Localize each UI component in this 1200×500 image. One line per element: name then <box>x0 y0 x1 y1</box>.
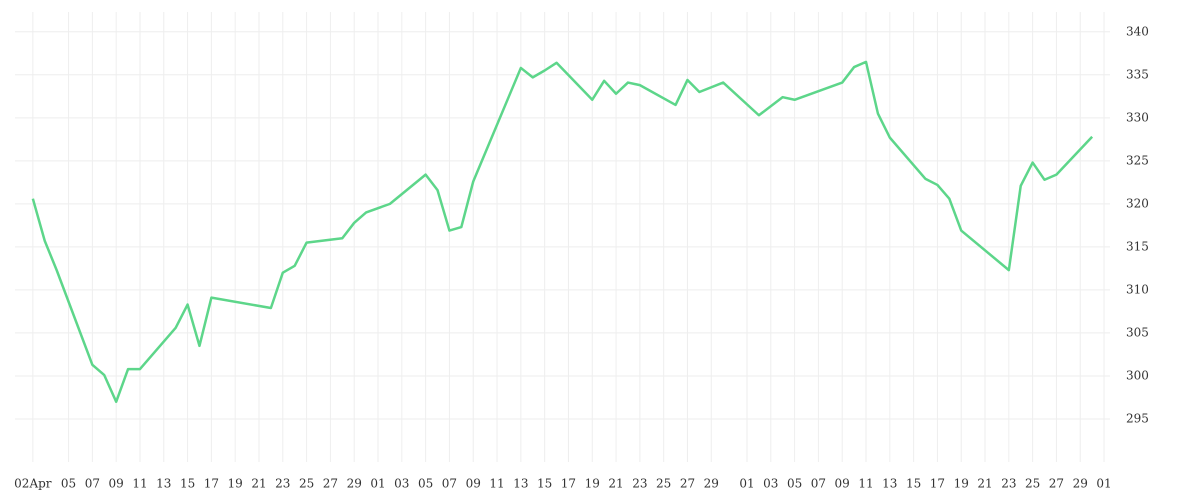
y-tick-label: 300 <box>1126 368 1149 382</box>
x-tick-label: 03 <box>763 477 778 491</box>
x-tick-label: 01 <box>739 477 754 491</box>
x-tick-label: 03 <box>394 477 409 491</box>
x-tick-label: 17 <box>561 477 576 491</box>
x-tick-label: 23 <box>632 477 647 491</box>
x-tick-label: 15 <box>180 477 195 491</box>
x-tick-label: 05 <box>61 477 76 491</box>
x-tick-label: 25 <box>299 477 314 491</box>
x-tick-label: 15 <box>537 477 552 491</box>
x-tick-label: 19 <box>954 477 969 491</box>
x-tick-label: 09 <box>466 477 481 491</box>
y-tick-label: 335 <box>1126 67 1149 81</box>
y-tick-label: 330 <box>1126 110 1149 124</box>
x-tick-label: 29 <box>347 477 362 491</box>
x-tick-label: 17 <box>930 477 945 491</box>
x-tick-label: 17 <box>204 477 219 491</box>
x-tick-label: 05 <box>418 477 433 491</box>
x-tick-label: 27 <box>323 477 338 491</box>
y-tick-label: 320 <box>1126 196 1149 210</box>
x-tick-label: 02Apr <box>14 477 52 491</box>
x-tick-label: 13 <box>882 477 897 491</box>
x-tick-label: 25 <box>1025 477 1040 491</box>
x-tick-label: 21 <box>977 477 992 491</box>
x-tick-label: 29 <box>704 477 719 491</box>
y-tick-label: 325 <box>1126 153 1149 167</box>
y-tick-label: 305 <box>1126 325 1149 339</box>
x-tick-label: 11 <box>489 477 504 491</box>
x-tick-label: 27 <box>680 477 695 491</box>
x-tick-label: 29 <box>1073 477 1088 491</box>
x-tick-label: 21 <box>251 477 266 491</box>
x-tick-label: 09 <box>109 477 124 491</box>
x-tick-label: 07 <box>85 477 100 491</box>
x-tick-label: 01 <box>1096 477 1111 491</box>
y-tick-label: 315 <box>1126 239 1149 253</box>
x-tick-label: 07 <box>442 477 457 491</box>
x-tick-label: 19 <box>228 477 243 491</box>
x-tick-label: 21 <box>608 477 623 491</box>
x-tick-label: 19 <box>585 477 600 491</box>
y-tick-label: 310 <box>1126 282 1149 296</box>
x-tick-label: 05 <box>787 477 802 491</box>
y-tick-label: 340 <box>1126 24 1149 38</box>
series-line <box>31 60 1094 404</box>
x-tick-label: 13 <box>156 477 171 491</box>
x-tick-label: 23 <box>275 477 290 491</box>
x-tick-label: 09 <box>835 477 850 491</box>
x-tick-label: 13 <box>513 477 528 491</box>
x-tick-label: 15 <box>906 477 921 491</box>
y-tick-label: 295 <box>1126 411 1149 425</box>
x-tick-label: 11 <box>132 477 147 491</box>
x-tick-label: 01 <box>370 477 385 491</box>
x-tick-label: 27 <box>1049 477 1064 491</box>
x-tick-label: 25 <box>656 477 671 491</box>
x-tick-label: 07 <box>811 477 826 491</box>
x-tick-label: 11 <box>858 477 873 491</box>
x-tick-label: 23 <box>1001 477 1016 491</box>
